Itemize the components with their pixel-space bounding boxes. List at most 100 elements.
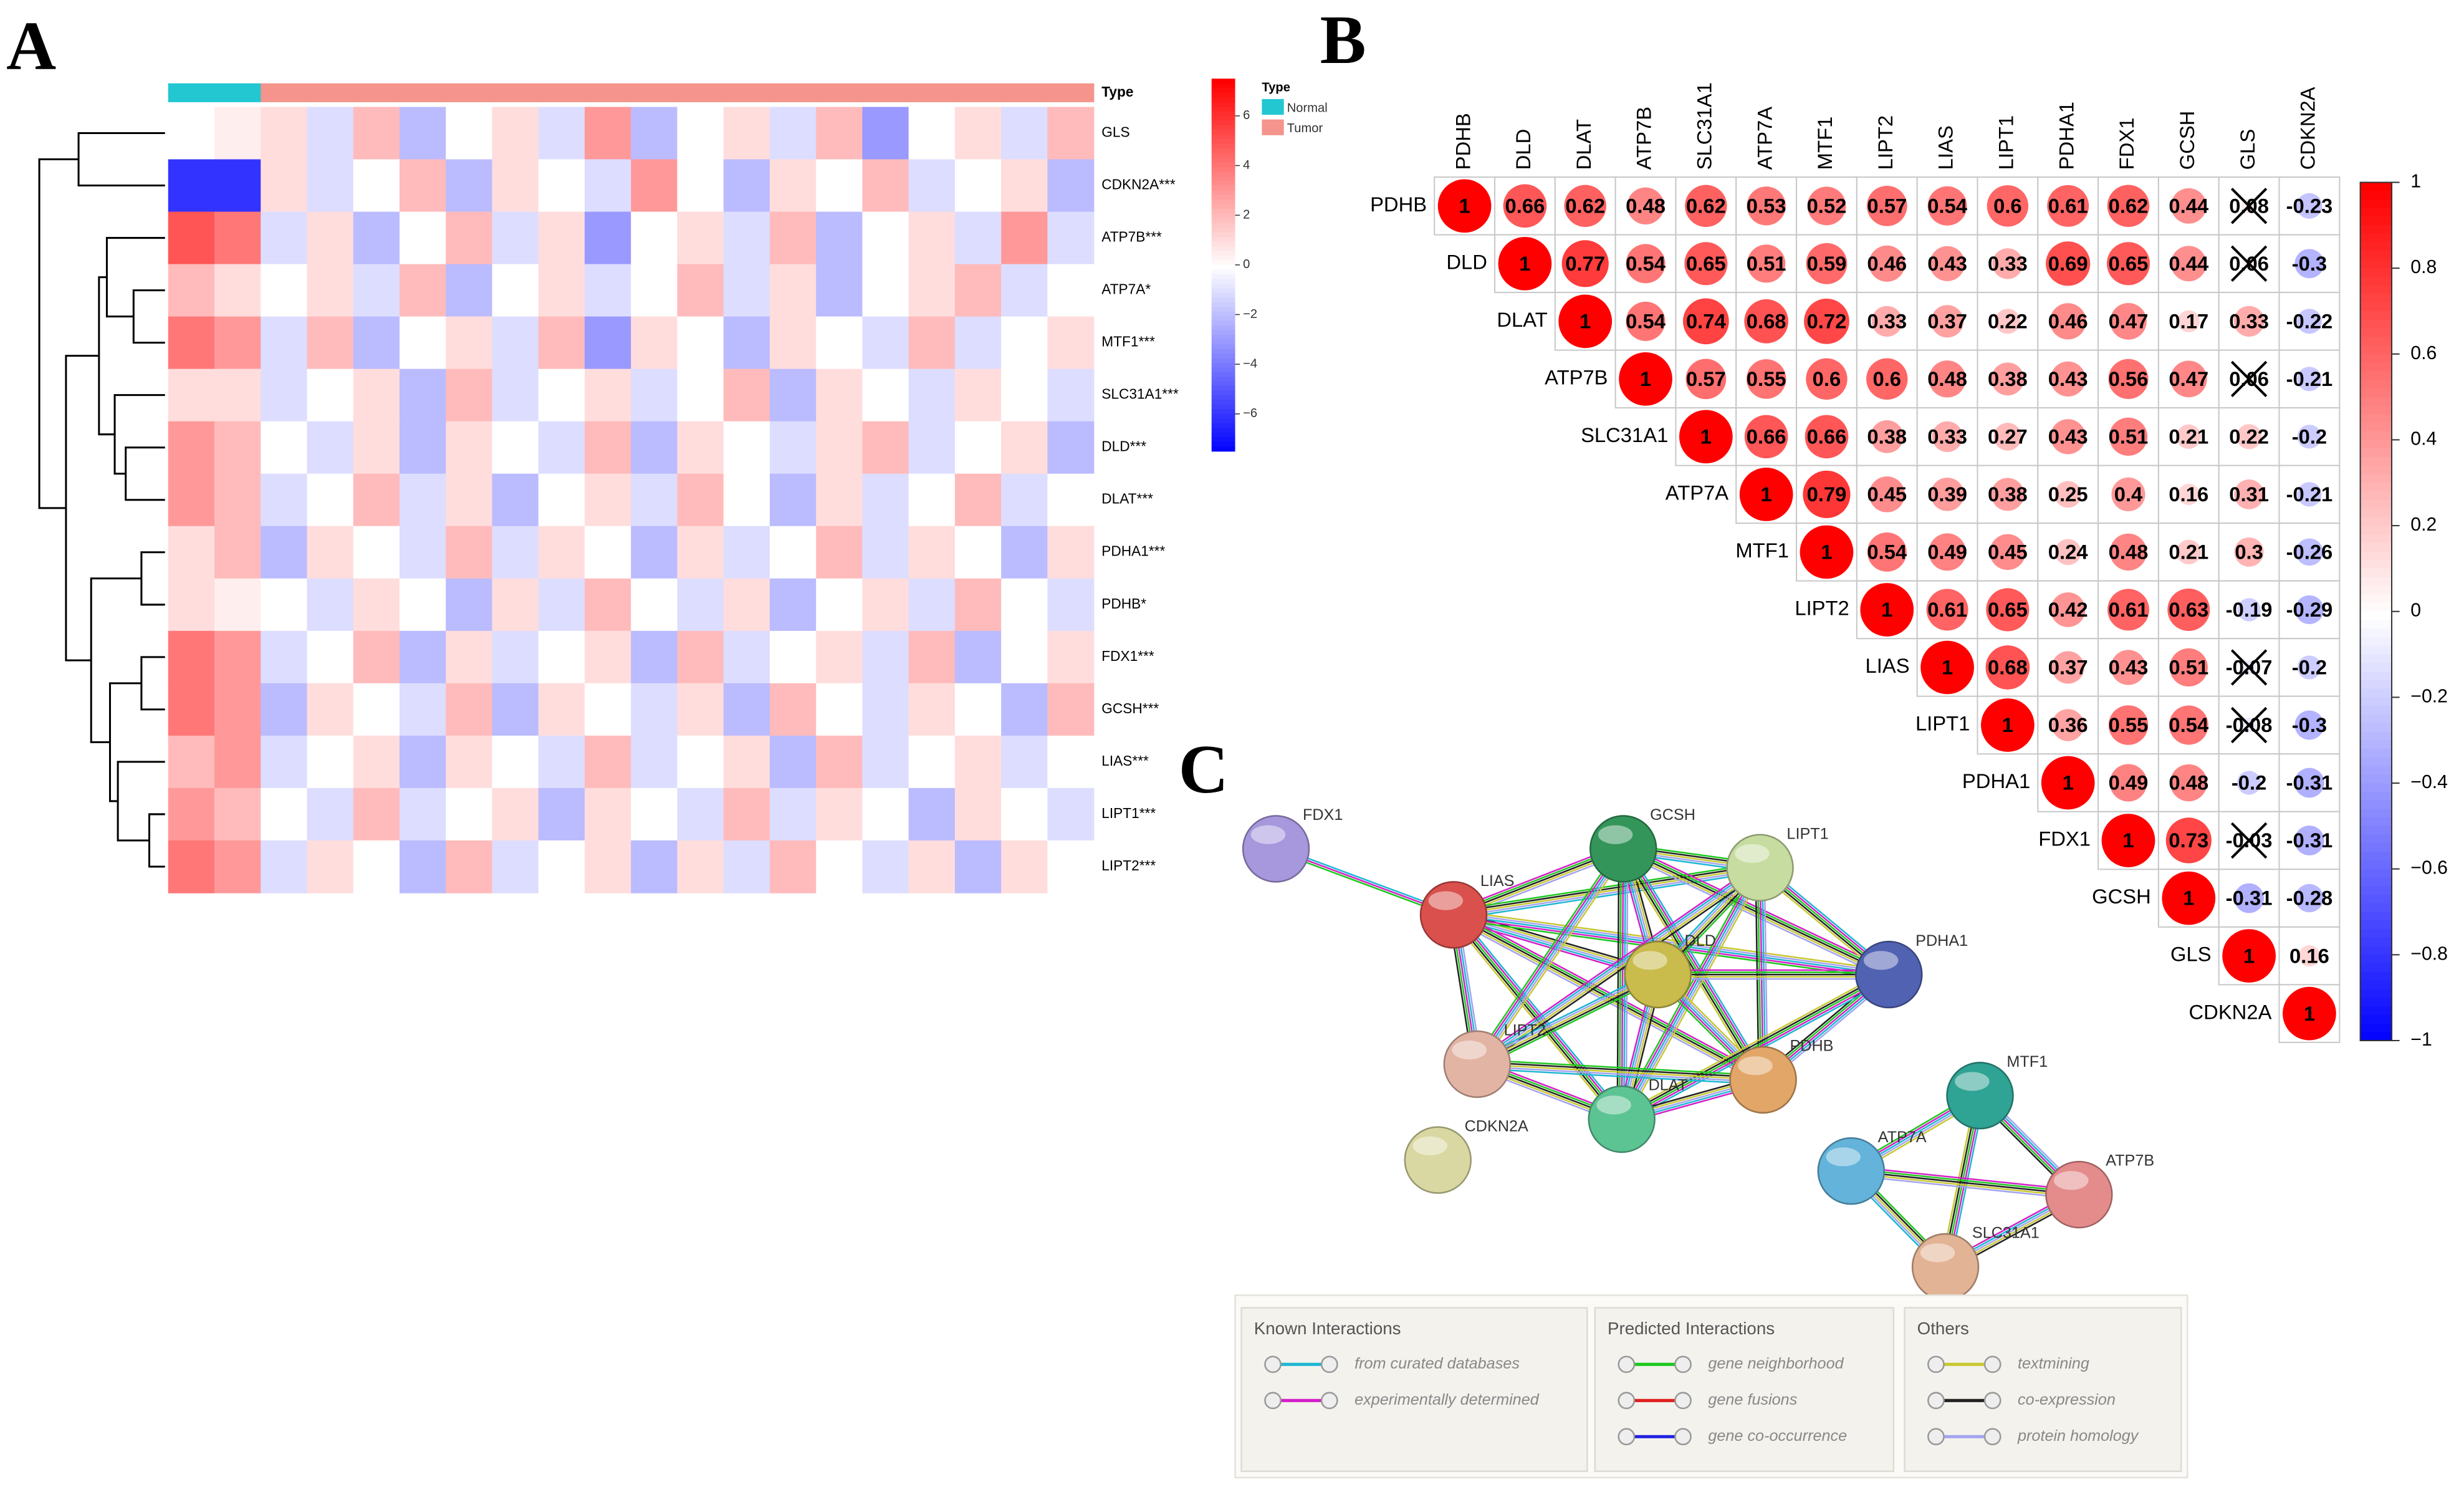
corr-circle (2176, 539, 2201, 565)
insignificant-cross (2230, 822, 2268, 859)
corr-value: 1 (1580, 310, 1591, 333)
heat-cell (538, 578, 585, 632)
colorbar-slice (1211, 130, 1235, 135)
dendrogram-branch (65, 355, 99, 662)
heat-cell (816, 264, 863, 317)
colorbar-slice (1211, 283, 1235, 289)
corr-circle (1860, 583, 1914, 637)
row-label: GLS (2170, 943, 2212, 966)
heat-cell (1047, 735, 1095, 789)
legend-group-title: Others (1917, 1319, 1969, 1338)
heat-cell (399, 735, 446, 789)
node-highlight (1428, 891, 1464, 910)
colorbar-slice (1211, 404, 1235, 410)
dendrogram-branch (108, 682, 141, 802)
type-cell (816, 83, 863, 102)
corr-value: 0.62 (1565, 194, 1605, 217)
corr-value: 0.24 (2048, 541, 2089, 564)
heat-cell (862, 421, 909, 474)
heat-cell (769, 735, 817, 789)
corr-value: 0.44 (2169, 194, 2209, 217)
insignificant-cross (2230, 649, 2268, 686)
corr-circle (2237, 598, 2261, 622)
heat-cell (1001, 316, 1048, 370)
corr-value: 0.68 (1747, 310, 1786, 333)
edge (1621, 973, 1889, 1120)
corr-value: 0.44 (2169, 252, 2209, 275)
type-cell (954, 83, 1002, 102)
row-label: ATP7B (1545, 366, 1608, 389)
heat-cell (353, 735, 400, 789)
edge (1453, 867, 1760, 916)
colorbar-slice (1211, 279, 1235, 284)
corr-circle (1871, 306, 1902, 337)
corr-value: 0.61 (2109, 598, 2149, 621)
corr-circle (2294, 768, 2324, 798)
colorbar-slice (1211, 232, 1235, 238)
heat-cell (214, 159, 261, 213)
corr-circle (2046, 241, 2091, 286)
heat-cell (399, 264, 446, 317)
heat-cell (538, 211, 585, 265)
legend-label: gene co-occurrence (1708, 1427, 1847, 1445)
heat-cell (584, 473, 631, 527)
colorbar-slice (2360, 989, 2392, 998)
colorbar-slice (1211, 437, 1235, 443)
corr-circle (2041, 756, 2095, 810)
corr-value: 0.65 (2109, 252, 2149, 275)
colorbar-slice (1211, 241, 1235, 247)
corr-circle (1626, 244, 1666, 284)
edge (1626, 846, 1768, 1079)
heat-cell (307, 735, 354, 789)
colorbar-slice (2360, 731, 2392, 741)
heat-cell (862, 787, 909, 841)
heat-cell (492, 735, 539, 789)
heat-cell (862, 264, 909, 317)
colorbar-tick-label: −1 (2410, 1029, 2432, 1050)
colorbar-slice (2360, 225, 2392, 234)
heat-cell (446, 578, 493, 632)
colorbar-slice (2360, 337, 2392, 346)
legend-node (1983, 1355, 2001, 1374)
corr-circle (1739, 468, 1793, 521)
heat-cell (446, 840, 493, 893)
corr-circle (1626, 301, 1666, 341)
corr-circle (1990, 534, 2026, 570)
heat-cell (353, 211, 400, 265)
corr-value: 0.33 (1867, 310, 1907, 333)
legend-node (1264, 1355, 1282, 1374)
corr-value: -0.29 (2286, 598, 2333, 621)
heat-cell (353, 630, 400, 684)
colorbar-slice (1211, 106, 1235, 112)
corr-value: -0.2 (2292, 425, 2327, 448)
colorbar-slice (2360, 422, 2392, 432)
corr-value: 0.43 (2109, 656, 2149, 679)
node-highlight (1596, 1095, 1631, 1115)
colorbar-slice (2360, 825, 2392, 835)
corr-circle (2298, 945, 2321, 967)
dendrogram-branch (140, 551, 165, 606)
corr-circle (2107, 589, 2149, 631)
node-highlight (1250, 825, 1286, 844)
corr-circle (1437, 179, 1492, 233)
colorbar-tick-label: −2 (1243, 307, 1257, 321)
colorbar-slice (1211, 139, 1235, 145)
corr-value: 0.72 (1807, 310, 1847, 333)
edge (1624, 847, 1766, 1079)
edge (1621, 852, 1887, 979)
type-cell (492, 83, 539, 102)
edge (1477, 1059, 1764, 1077)
heat-cell (954, 735, 1002, 789)
edge (1451, 918, 1762, 1085)
row-label: ATP7A (1666, 481, 1729, 504)
type-cell (769, 83, 817, 102)
corr-circle (2050, 419, 2086, 455)
row-label: GCSH*** (1101, 700, 1159, 716)
corr-circle (2170, 764, 2208, 802)
colorbar-slice (2360, 319, 2392, 329)
corr-value: 0.65 (1988, 598, 2028, 621)
heat-cell (261, 840, 308, 893)
heat-cell (538, 473, 585, 527)
insignificant-cross (2230, 245, 2268, 282)
colorbar-tick-label: −0.8 (2410, 943, 2448, 964)
